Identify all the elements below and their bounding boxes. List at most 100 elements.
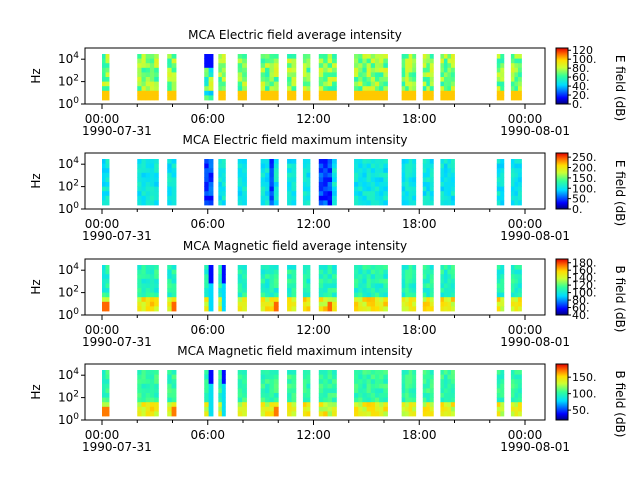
spectrogram-cell <box>354 86 359 92</box>
spectrogram-cell <box>327 172 333 178</box>
spectrogram-cell <box>323 163 328 169</box>
spectrogram-cell <box>306 168 311 174</box>
spectrogram-cell <box>408 159 413 164</box>
spectrogram-cell <box>141 182 147 187</box>
start-date-label: 1990-07-31 <box>82 335 152 349</box>
spectrogram-cell <box>137 90 142 96</box>
spectrogram-cell <box>510 191 515 197</box>
spectrogram-cell <box>374 159 380 164</box>
spectrogram-cell <box>208 200 214 206</box>
spectrogram-cell <box>167 54 173 59</box>
spectrogram-cell <box>306 265 311 270</box>
spectrogram-cell <box>401 283 406 289</box>
spectrogram-cell <box>221 402 226 408</box>
spectrogram-cell <box>450 54 455 59</box>
spectrogram-cell <box>327 397 333 403</box>
spectrogram-cell <box>422 72 427 78</box>
spectrogram-cell <box>447 191 452 197</box>
spectrogram-cell <box>154 163 159 169</box>
spectrogram-cell <box>208 67 214 73</box>
spectrogram-cell <box>145 274 151 280</box>
spectrogram-cell <box>500 168 505 174</box>
spectrogram-cell <box>412 172 417 178</box>
spectrogram-cell <box>141 58 147 64</box>
spectrogram-cell <box>422 54 427 59</box>
spectrogram-cell <box>514 182 519 187</box>
spectrogram-cell <box>287 370 292 375</box>
spectrogram-cell <box>450 81 455 87</box>
spectrogram-cell <box>332 402 337 408</box>
spectrogram-cell <box>145 95 151 101</box>
spectrogram-cell <box>327 306 333 312</box>
spectrogram-cell <box>366 269 372 275</box>
spectrogram-cell <box>102 172 106 178</box>
spectrogram-cell <box>167 274 173 280</box>
spectrogram-cell <box>362 283 367 289</box>
spectrogram-cell <box>443 200 448 206</box>
spectrogram-cell <box>149 159 155 164</box>
spectrogram-cell <box>242 168 247 174</box>
spectrogram-cell <box>167 159 173 164</box>
spectrogram-cell <box>204 406 210 412</box>
spectrogram-cell <box>265 54 270 59</box>
spectrogram-cell <box>204 159 210 164</box>
spectrogram-cell <box>517 411 522 417</box>
spectrogram-cell <box>102 177 106 183</box>
spectrogram-cell <box>422 81 427 87</box>
spectrogram-cell <box>379 383 384 389</box>
spectrogram-cell <box>154 397 159 403</box>
spectrogram-cell <box>426 90 431 96</box>
spectrogram-cell <box>412 265 417 270</box>
spectrogram-cell <box>366 191 372 197</box>
spectrogram-cell <box>422 397 427 403</box>
panel-title: MCA Magnetic field average intensity <box>183 239 407 253</box>
spectrogram-cell <box>510 77 515 82</box>
spectrogram-cell <box>265 200 270 206</box>
spectrogram-cell <box>260 265 266 270</box>
spectrogram-cell <box>273 58 279 64</box>
spectrogram-cell <box>447 168 452 174</box>
spectrogram-cell <box>412 168 417 174</box>
spectrogram-cell <box>237 379 243 385</box>
spectrogram-cell <box>426 406 431 412</box>
spectrogram-cell <box>443 383 448 389</box>
spectrogram-cell <box>102 283 106 289</box>
spectrogram-cell <box>287 90 292 96</box>
spectrogram-cell <box>221 379 226 385</box>
spectrogram-cell <box>208 168 214 174</box>
spectrogram-cell <box>291 81 297 87</box>
y-axis-label: Hz <box>29 68 43 83</box>
spectrogram-cell <box>265 297 270 303</box>
spectrogram-cell <box>517 388 522 394</box>
spectrogram-cell <box>422 63 427 69</box>
spectrogram-cell <box>383 411 388 417</box>
spectrogram-cell <box>429 86 434 92</box>
spectrogram-cell <box>218 374 223 380</box>
spectrogram-cell <box>273 265 279 270</box>
spectrogram-cell <box>171 159 177 164</box>
spectrogram-cell <box>332 172 337 178</box>
spectrogram-cell <box>221 77 226 82</box>
spectrogram-cell <box>260 54 266 59</box>
end-date-label: 1990-08-01 <box>500 335 570 349</box>
colorbar-tick-label: 150. <box>572 172 597 185</box>
spectrogram-cell <box>412 186 417 192</box>
spectrogram-cell <box>517 393 522 398</box>
y-tick-label: 102 <box>58 179 79 194</box>
spectrogram-cell <box>171 265 177 270</box>
spectrogram-cell <box>362 58 367 64</box>
spectrogram-cell <box>358 397 363 403</box>
axes-frame <box>84 47 546 105</box>
x-tick-label: 00:00 <box>508 112 543 126</box>
spectrogram-cell <box>273 195 279 201</box>
spectrogram-cell <box>269 397 275 403</box>
spectrogram-cell <box>265 81 270 87</box>
spectrogram-cell <box>208 379 214 385</box>
spectrogram-cell <box>208 397 214 403</box>
spectrogram-cell <box>450 383 455 389</box>
x-tick-label: 00:00 <box>508 217 543 231</box>
spectrogram-cell <box>221 90 226 96</box>
spectrogram-cell <box>447 383 452 389</box>
spectrogram-cell <box>443 370 448 375</box>
